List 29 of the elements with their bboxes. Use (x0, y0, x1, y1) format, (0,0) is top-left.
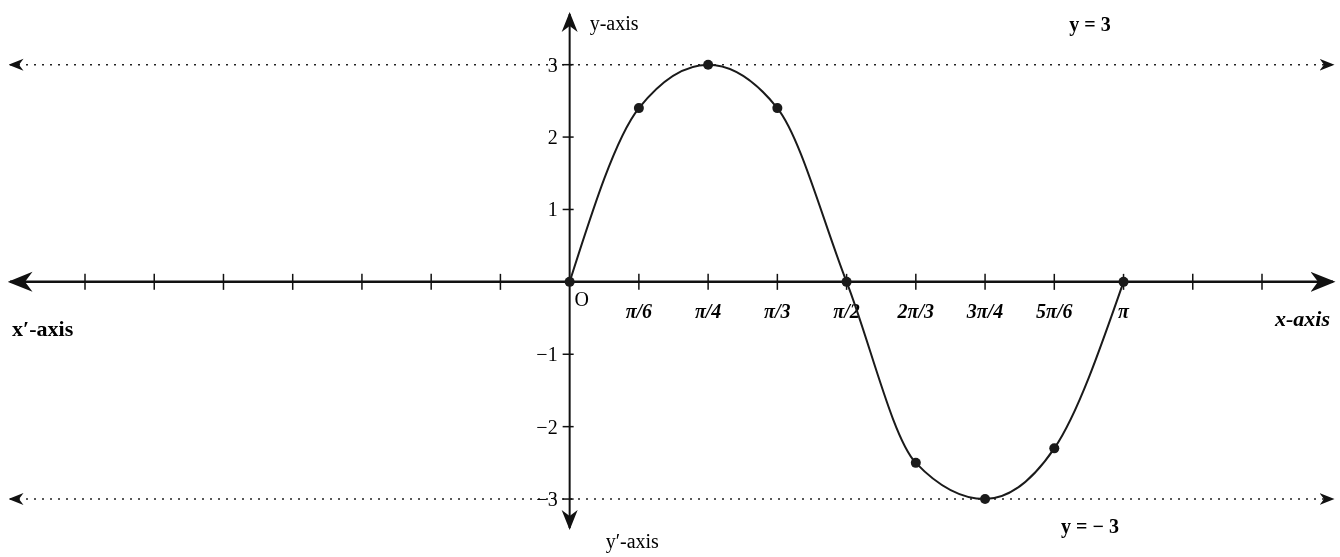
x-tick-label: π/4 (694, 299, 722, 322)
x-tick-label: π (1118, 299, 1131, 322)
point (841, 276, 852, 287)
annotation: x′-axis (12, 315, 74, 341)
ref-line-label: y = − 3 (1061, 515, 1119, 539)
point (980, 494, 991, 505)
x-tick-label: π/3 (764, 299, 791, 322)
point (910, 457, 921, 468)
point (1049, 443, 1060, 454)
y-tick-label: 2 (547, 126, 558, 149)
x-tick-label: 5π/6 (1036, 299, 1073, 322)
ref-line-label: y = 3 (1069, 12, 1111, 36)
y-tick-label: 3 (547, 53, 558, 76)
point (772, 103, 783, 114)
point (703, 59, 714, 70)
y-axis-title: y-axis (589, 12, 639, 35)
y-tick-label: −1 (536, 343, 558, 366)
x-tick-label: 2π/3 (896, 299, 935, 322)
text: y′-axis (605, 530, 660, 553)
y-tick-label: −3 (536, 488, 558, 511)
y-tick-label: 1 (547, 198, 558, 221)
x-tick-label: O (574, 287, 589, 310)
x-tick-label: 3π/4 (965, 299, 1004, 322)
x-axis-title: x-axis (1274, 305, 1330, 331)
point (564, 276, 575, 287)
point (633, 103, 644, 114)
y-tick-label: −2 (536, 415, 558, 438)
x-tick-label: π/6 (625, 299, 653, 322)
point (1118, 276, 1129, 287)
